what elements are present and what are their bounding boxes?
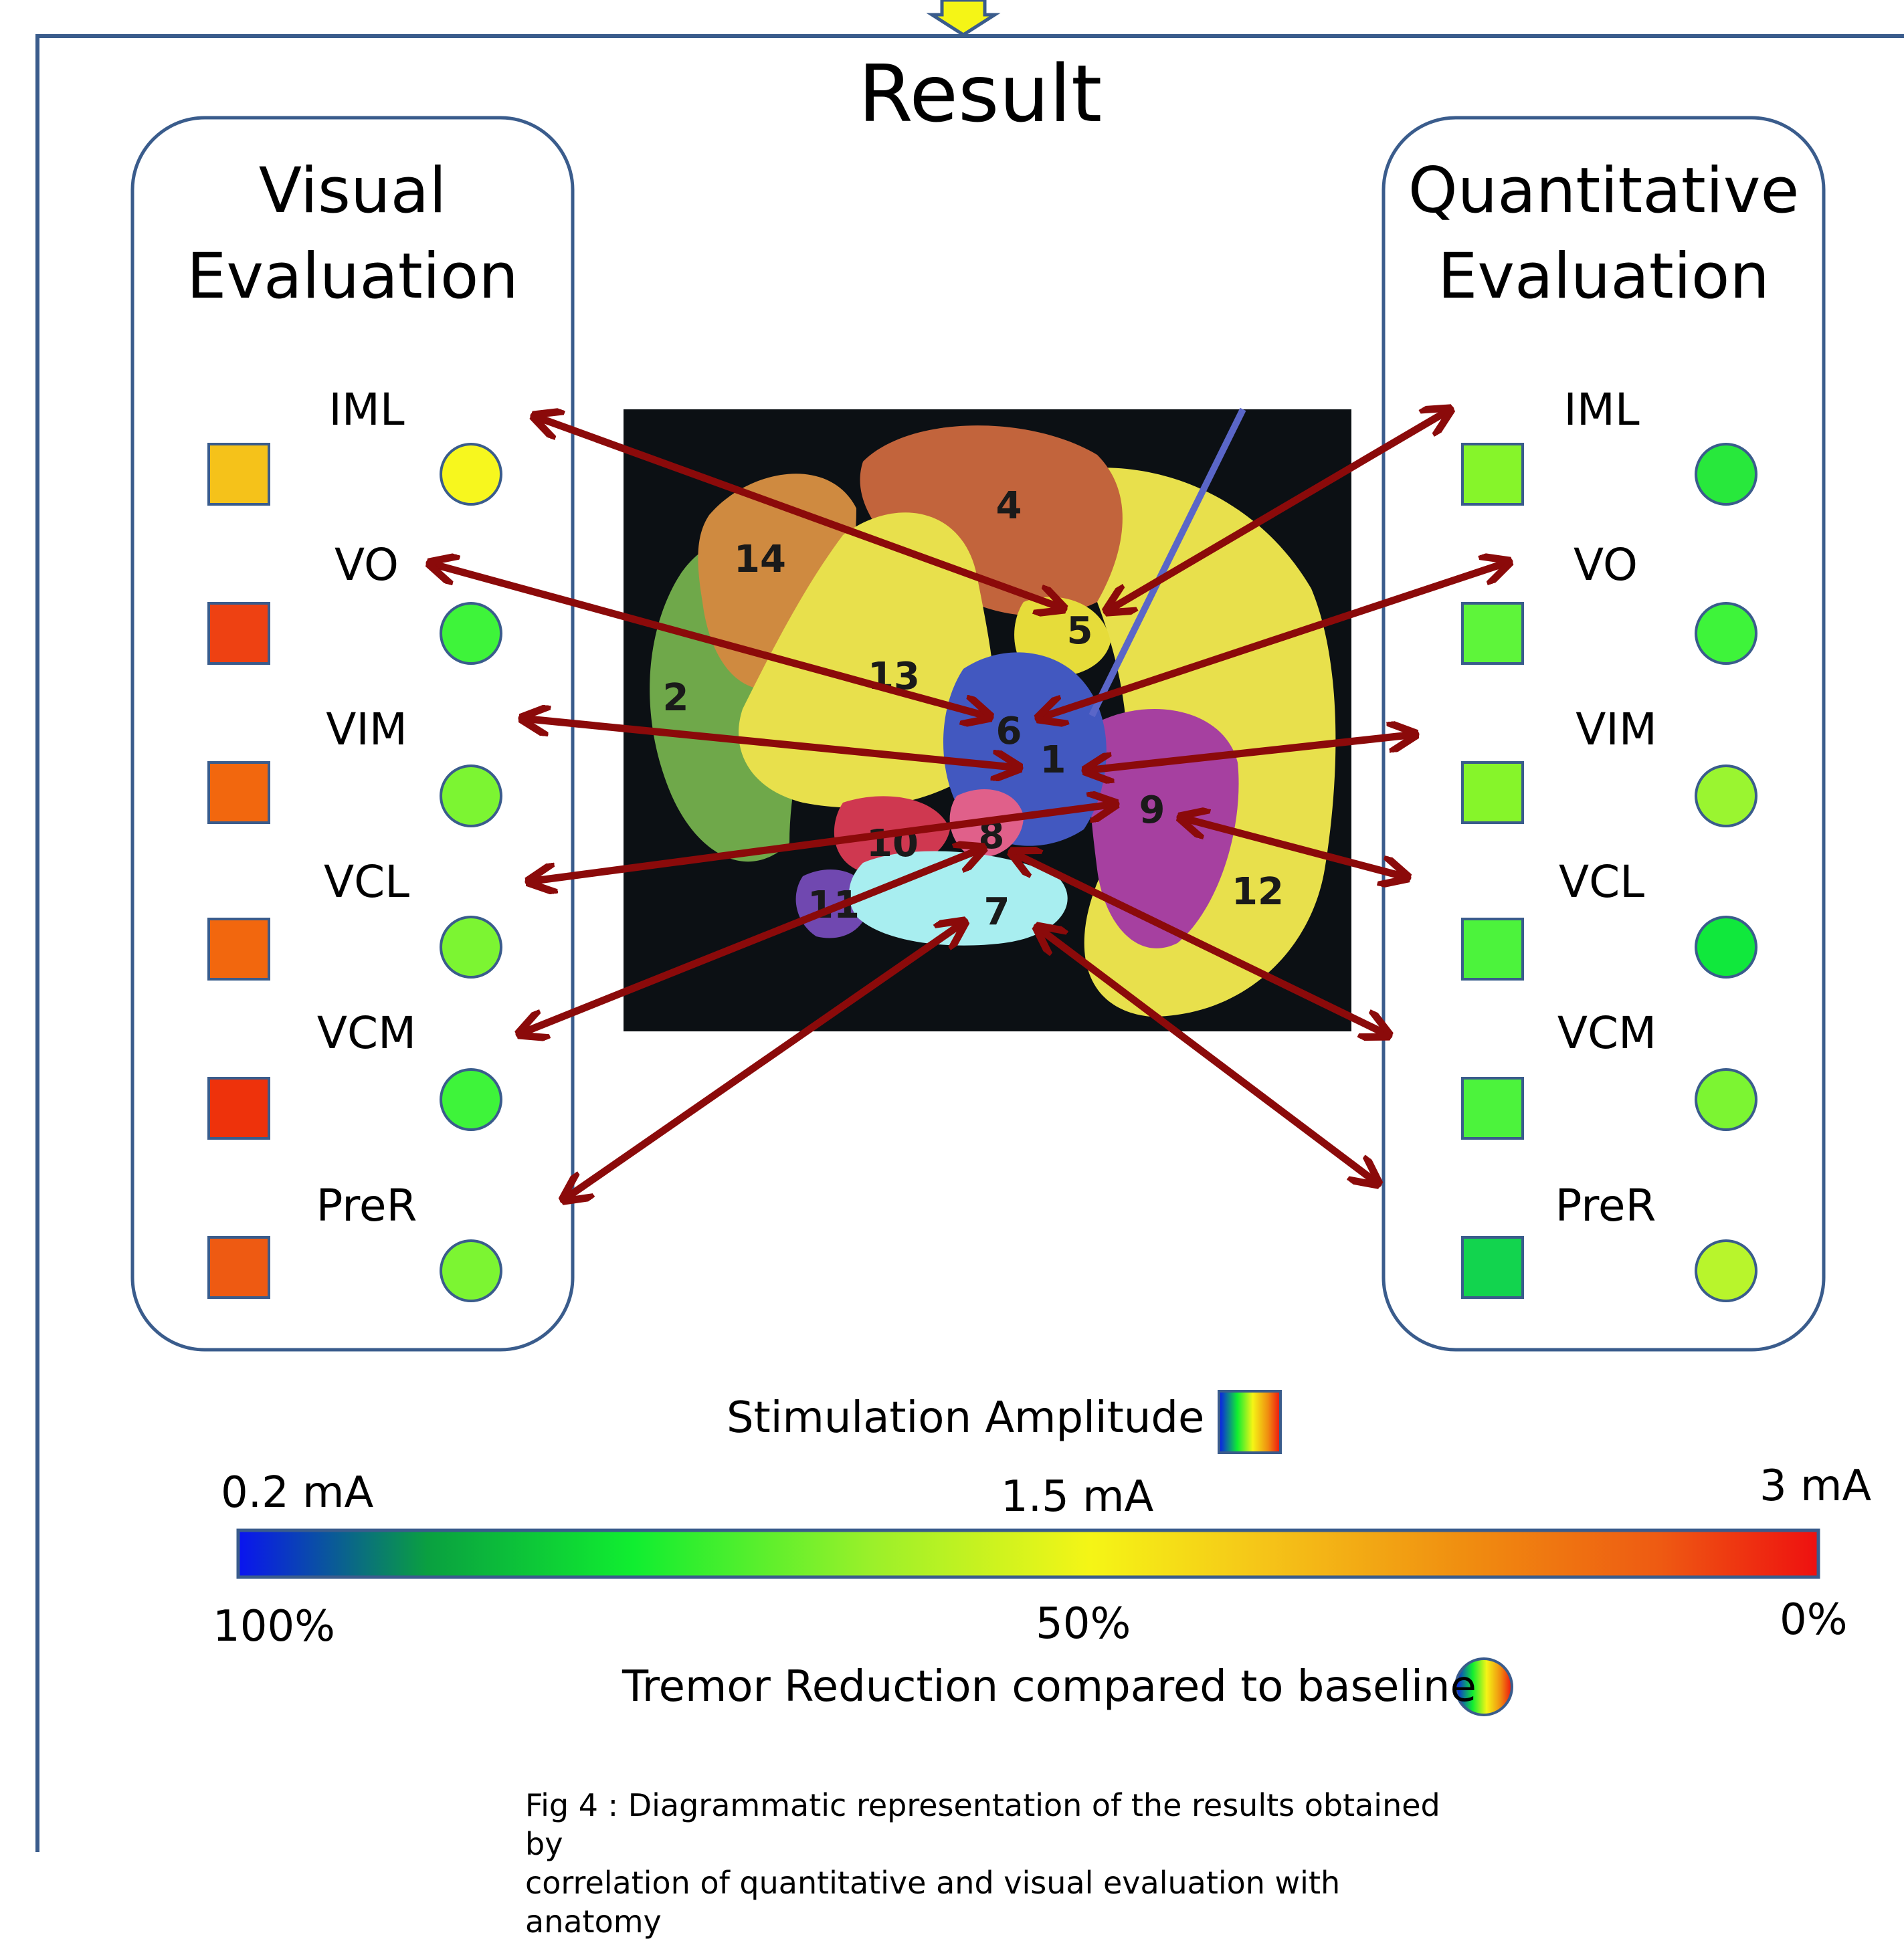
visual-row-label: VCM — [316, 1007, 417, 1059]
visual-amplitude-square — [207, 761, 270, 824]
diagram-canvas: 1 2 4 5 6 7 8 9 10 11 12 13 14 — [35, 0, 1904, 1852]
tremor-mid-label: 50% — [1036, 1599, 1131, 1649]
stimulation-amplitude-label: Stimulation Amplitude — [727, 1393, 1205, 1443]
region-label: 5 — [1067, 609, 1093, 653]
connector-arrows — [430, 409, 1509, 1200]
visual-tremor-circle — [440, 1239, 502, 1302]
region-label: 4 — [996, 484, 1022, 528]
tremor-reduction-label: Tremor Reduction compared to baseline — [622, 1662, 1477, 1712]
visual-tremor-circle — [440, 1068, 502, 1131]
quant-tremor-circle — [1695, 1239, 1757, 1302]
visual-row-label: IML — [328, 384, 405, 435]
arrow-visual-prer — [563, 922, 965, 1200]
quant-tremor-circle — [1695, 764, 1757, 827]
amplitude-square-icon — [1218, 1390, 1282, 1454]
quant-row-label: VIM — [1576, 704, 1657, 755]
quant-amplitude-square — [1461, 761, 1524, 824]
visual-row-label: PreR — [316, 1180, 417, 1231]
visual-row-label: VO — [335, 539, 399, 591]
region-label: 12 — [1232, 870, 1284, 914]
visual-amplitude-square — [207, 1077, 270, 1140]
arrow-visual-vo — [430, 563, 990, 717]
tremor-circle-icon — [1454, 1657, 1513, 1716]
quant-amplitude-square — [1461, 602, 1524, 665]
tremor-right-label: 0% — [1780, 1595, 1848, 1645]
quantitative-panel-title-line2: Evaluation — [1438, 240, 1770, 313]
region-label: 9 — [1139, 789, 1165, 832]
caption-line2: correlation of quantitative and visual e… — [525, 1865, 1341, 1940]
region-label: 1 — [1040, 738, 1066, 782]
quant-tremor-circle — [1695, 1068, 1757, 1131]
result-frame — [35, 34, 1904, 1852]
quantitative-panel-title: Quantitative Evaluation — [1384, 148, 1824, 320]
quant-row-label: PreR — [1555, 1180, 1656, 1231]
visual-amplitude-square — [207, 602, 270, 665]
quant-amplitude-square — [1461, 918, 1524, 981]
arrow-quant-vo — [1038, 562, 1509, 718]
amplitude-max-label: 3 mA — [1759, 1461, 1872, 1511]
arrow-quant-vim — [1085, 734, 1416, 771]
quant-row-label: IML — [1563, 384, 1640, 435]
region-label: 7 — [984, 890, 1010, 934]
visual-amplitude-square — [207, 1236, 270, 1299]
visual-panel-title: Visual Evaluation — [132, 148, 573, 320]
quant-amplitude-square — [1461, 1236, 1524, 1299]
quant-tremor-circle — [1695, 602, 1757, 665]
region-label: 14 — [734, 538, 786, 581]
visual-row-label: VIM — [326, 704, 407, 755]
quant-tremor-circle — [1695, 916, 1757, 979]
visual-tremor-circle — [440, 764, 502, 827]
region-label: 6 — [996, 710, 1022, 753]
quant-amplitude-square — [1461, 1077, 1524, 1140]
amplitude-mid-label: 1.5 mA — [1001, 1472, 1154, 1522]
page-title: Result — [858, 47, 1103, 140]
region-label: 2 — [663, 676, 689, 720]
quant-row-label: VCM — [1557, 1007, 1657, 1059]
visual-tremor-circle — [440, 443, 502, 506]
figure-caption: Fig 4 : Diagrammatic representation of t… — [525, 1786, 1462, 1941]
visual-panel-title-line2: Evaluation — [187, 240, 518, 313]
quant-tremor-circle — [1695, 443, 1757, 506]
amplitude-min-label: 0.2 mA — [221, 1468, 374, 1518]
quant-amplitude-square — [1461, 443, 1524, 506]
visual-tremor-circle — [440, 916, 502, 979]
visual-markers — [207, 443, 502, 1302]
arrow-visual-vim — [522, 718, 1020, 768]
visual-amplitude-square — [207, 443, 270, 506]
visual-panel-title-line1: Visual — [258, 155, 447, 227]
quant-row-label: VCL — [1558, 856, 1644, 908]
brain-atlas-image: 1 2 4 5 6 7 8 9 10 11 12 13 14 — [624, 407, 1351, 1031]
visual-tremor-circle — [440, 602, 502, 665]
quantitative-markers — [1461, 443, 1757, 1302]
color-scale-bar — [236, 1528, 1820, 1579]
down-arrow-icon — [926, 0, 1001, 37]
visual-row-label: VCL — [323, 856, 409, 908]
quant-row-label: VO — [1574, 539, 1638, 591]
visual-amplitude-square — [207, 918, 270, 981]
arrow-quant-prer — [1037, 927, 1378, 1184]
quantitative-panel-title-line1: Quantitative — [1408, 155, 1800, 227]
tremor-left-label: 100% — [213, 1602, 335, 1651]
